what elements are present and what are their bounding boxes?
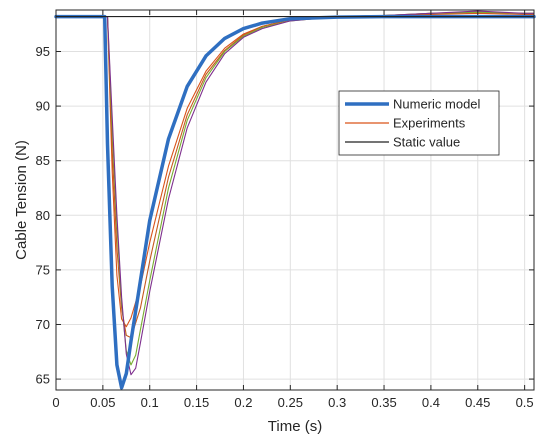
x-axis-label: Time (s) — [268, 418, 322, 435]
x-tick-label: 0.1 — [141, 395, 159, 410]
series-layer — [54, 10, 536, 390]
x-tick-label: 0 — [52, 395, 59, 410]
y-tick-label: 70 — [36, 317, 50, 332]
y-tick-label: 80 — [36, 208, 50, 223]
y-axis-label: Cable Tension (N) — [13, 140, 30, 260]
x-tick-label: 0.15 — [184, 395, 209, 410]
x-tick-label: 0.5 — [516, 395, 534, 410]
legend-label-static-value: Static value — [393, 135, 460, 150]
y-tick-label: 95 — [36, 44, 50, 59]
grid — [55, 10, 534, 390]
x-tick-label: 0.4 — [422, 395, 440, 410]
x-tick-label: 0.45 — [465, 395, 490, 410]
legend-label-numeric-model: Numeric model — [393, 97, 481, 112]
series-experiment-4 — [55, 10, 535, 376]
y-tick-label: 90 — [36, 99, 50, 114]
axes-box — [55, 9, 535, 391]
legend: Numeric model Experiments Static value — [338, 90, 500, 156]
legend-label-experiments: Experiments — [393, 116, 466, 131]
x-tick-label: 0.35 — [371, 395, 396, 410]
y-tick-label: 85 — [36, 153, 50, 168]
x-tick-label: 0.05 — [90, 395, 115, 410]
x-tick-label: 0.2 — [234, 395, 252, 410]
x-tick-label: 0.25 — [278, 395, 303, 410]
y-tick-label: 75 — [36, 262, 50, 277]
x-tick-label: 0.3 — [328, 395, 346, 410]
ticks: 0 0.05 0.1 0.15 0.2 0.25 0.3 0.35 0.4 0.45 0.5 65 70… — [36, 10, 534, 410]
y-tick-label: 65 — [36, 372, 50, 387]
